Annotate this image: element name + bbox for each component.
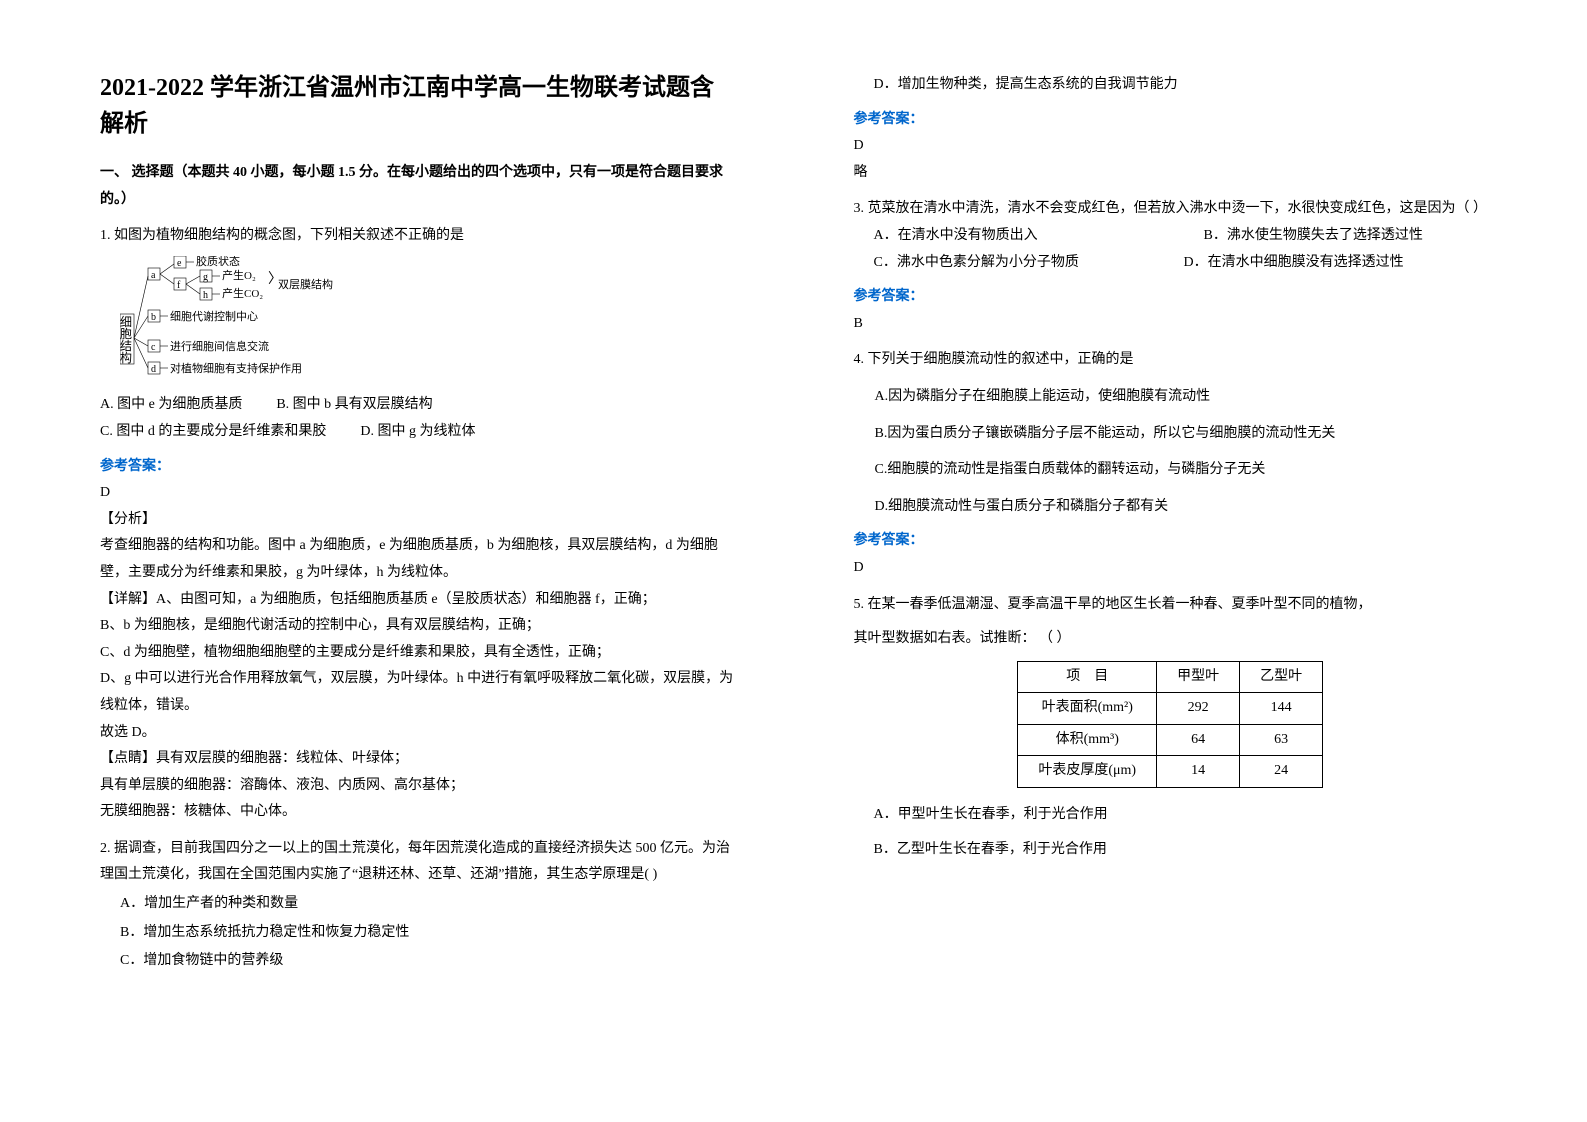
question-2: 2. 据调查，目前我国四分之一以上的国土荒漠化，每年因荒漠化造成的直接经济损失达… bbox=[100, 836, 734, 975]
q1-explainD: D、g 中可以进行光合作用释放氧气，双层膜，为叶绿体。h 中进行有氧呼吸释放二氧… bbox=[100, 666, 734, 719]
q2-optB: B．增加生态系统抵抗力稳定性和恢复力稳定性 bbox=[120, 920, 734, 947]
cell: 叶表皮厚度(μm) bbox=[1018, 756, 1157, 788]
q3-optD: D．在清水中细胞膜没有选择透过性 bbox=[1184, 250, 1404, 277]
svg-text:f: f bbox=[177, 280, 181, 291]
q1-hint1: 【点睛】具有双层膜的细胞器：线粒体、叶绿体； bbox=[100, 746, 734, 773]
th-a: 甲型叶 bbox=[1157, 661, 1240, 693]
q4-stem: 4. 下列关于细胞膜流动性的叙述中，正确的是 bbox=[854, 347, 1488, 374]
svg-text:产生O₂: 产生O₂ bbox=[222, 268, 256, 282]
cell: 292 bbox=[1157, 693, 1240, 725]
q1-answer-label: 参考答案： bbox=[100, 454, 734, 481]
q1-explainB: B、b 为细胞核，是细胞代谢活动的控制中心，具有双层膜结构，正确； bbox=[100, 613, 734, 640]
q3-row2: C．沸水中色素分解为小分子物质 D．在清水中细胞膜没有选择透过性 bbox=[874, 250, 1488, 277]
q3-answer-label: 参考答案： bbox=[854, 284, 1488, 311]
q2-stem: 2. 据调查，目前我国四分之一以上的国土荒漠化，每年因荒漠化造成的直接经济损失达… bbox=[100, 836, 734, 889]
q1-hint2: 具有单层膜的细胞器：溶酶体、液泡、内质网、高尔基体； bbox=[100, 773, 734, 800]
cell: 64 bbox=[1157, 724, 1240, 756]
concept-svg: 细 胞 结 构 a e bbox=[120, 256, 400, 376]
th-b: 乙型叶 bbox=[1240, 661, 1323, 693]
svg-text:h: h bbox=[203, 290, 208, 301]
q3-stem: 3. 苋菜放在清水中清洗，清水不会变成红色，但若放入沸水中烫一下，水很快变成红色… bbox=[854, 196, 1488, 223]
cell: 144 bbox=[1240, 693, 1323, 725]
q4-optD: D.细胞膜流动性与蛋白质分子和磷脂分子都有关 bbox=[854, 494, 1488, 521]
svg-text:对植物细胞有支持保护作用: 对植物细胞有支持保护作用 bbox=[170, 361, 302, 375]
q1-explainC: C、d 为细胞壁，植物细胞细胞壁的主要成分是纤维素和果胶，具有全透性，正确； bbox=[100, 640, 734, 667]
svg-text:产生CO₂: 产生CO₂ bbox=[222, 286, 263, 300]
svg-text:双层膜结构: 双层膜结构 bbox=[278, 277, 333, 291]
table-row: 叶表皮厚度(μm) 14 24 bbox=[1018, 756, 1323, 788]
cell: 14 bbox=[1157, 756, 1240, 788]
th-item: 项 目 bbox=[1018, 661, 1157, 693]
svg-text:g: g bbox=[203, 272, 208, 283]
svg-text:e: e bbox=[177, 258, 182, 269]
table-row: 体积(mm³) 64 63 bbox=[1018, 724, 1323, 756]
question-3: 3. 苋菜放在清水中清洗，清水不会变成红色，但若放入沸水中烫一下，水很快变成红色… bbox=[854, 196, 1488, 337]
q2-brief: 略 bbox=[854, 160, 1488, 187]
q4-optC: C.细胞膜的流动性是指蛋白质载体的翻转运动，与磷脂分子无关 bbox=[854, 457, 1488, 484]
cell: 体积(mm³) bbox=[1018, 724, 1157, 756]
svg-text:d: d bbox=[151, 364, 156, 375]
section-heading: 一、 选择题（本题共 40 小题，每小题 1.5 分。在每小题给出的四个选项中，… bbox=[100, 160, 734, 213]
q2-answer-label: 参考答案： bbox=[854, 107, 1488, 134]
q4-answer-label: 参考答案： bbox=[854, 528, 1488, 555]
svg-text:胶质状态: 胶质状态 bbox=[196, 256, 240, 268]
q3-optB: B．沸水使生物膜失去了选择透过性 bbox=[1204, 223, 1423, 250]
q2-optA: A．增加生产者的种类和数量 bbox=[120, 891, 734, 918]
q3-answer: B bbox=[854, 311, 1488, 338]
q1-analysis: 考查细胞器的结构和功能。图中 a 为细胞质，e 为细胞质基质，b 为细胞核，具双… bbox=[100, 533, 734, 586]
q4-answer: D bbox=[854, 555, 1488, 582]
svg-text:进行细胞间信息交流: 进行细胞间信息交流 bbox=[170, 339, 269, 353]
q1-options-row2: C. 图中 d 的主要成分是纤维素和果胶 D. 图中 g 为线粒体 bbox=[100, 419, 734, 446]
svg-text:c: c bbox=[151, 342, 156, 353]
table-row: 项 目 甲型叶 乙型叶 bbox=[1018, 661, 1323, 693]
q1-answer: D bbox=[100, 480, 734, 507]
q1-optC: C. 图中 d 的主要成分是纤维素和果胶 bbox=[100, 419, 326, 446]
svg-text:细胞代谢控制中心: 细胞代谢控制中心 bbox=[170, 309, 258, 323]
q5-optA: A．甲型叶生长在春季，利于光合作用 bbox=[874, 802, 1488, 829]
table-row: 叶表面积(mm²) 292 144 bbox=[1018, 693, 1323, 725]
q5-optB: B．乙型叶生长在春季，利于光合作用 bbox=[874, 837, 1488, 864]
exam-page: 2021-2022 学年浙江省温州市江南中学高一生物联考试题含解析 一、 选择题… bbox=[0, 0, 1587, 1122]
q1-so: 故选 D。 bbox=[100, 720, 734, 747]
right-column: D．增加生物种类，提高生态系统的自我调节能力 参考答案： D 略 3. 苋菜放在… bbox=[794, 0, 1587, 1122]
leaf-table: 项 目 甲型叶 乙型叶 叶表面积(mm²) 292 144 体积(mm³) 64… bbox=[1017, 661, 1323, 788]
q1-optB: B. 图中 b 具有双层膜结构 bbox=[276, 392, 432, 419]
q1-options-row1: A. 图中 e 为细胞质基质 B. 图中 b 具有双层膜结构 bbox=[100, 392, 734, 419]
q1-diagram: 细 胞 结 构 a e bbox=[120, 256, 734, 387]
cell: 叶表面积(mm²) bbox=[1018, 693, 1157, 725]
q1-explainA: 【详解】A、由图可知，a 为细胞质，包括细胞质基质 e（呈胶质状态）和细胞器 f… bbox=[100, 587, 734, 614]
q3-optC: C．沸水中色素分解为小分子物质 bbox=[874, 250, 1184, 277]
svg-text:a: a bbox=[151, 270, 156, 281]
q1-optD: D. 图中 g 为线粒体 bbox=[360, 419, 475, 446]
question-4: 4. 下列关于细胞膜流动性的叙述中，正确的是 A.因为磷脂分子在细胞膜上能运动，… bbox=[854, 347, 1488, 581]
svg-text:b: b bbox=[151, 312, 156, 323]
q3-row1: A．在清水中没有物质出入 B．沸水使生物膜失去了选择透过性 bbox=[874, 223, 1488, 250]
q3-optA: A．在清水中没有物质出入 bbox=[874, 223, 1204, 250]
q2-optC: C．增加食物链中的营养级 bbox=[120, 948, 734, 975]
question-1: 1. 如图为植物细胞结构的概念图，下列相关叙述不正确的是 细 胞 结 构 a bbox=[100, 223, 734, 826]
q2-answer: D bbox=[854, 133, 1488, 160]
q5-stem2: 其叶型数据如右表。试推断： （ ） bbox=[854, 626, 1488, 653]
cell: 63 bbox=[1240, 724, 1323, 756]
svg-text:构: 构 bbox=[120, 350, 132, 365]
q1-stem: 1. 如图为植物细胞结构的概念图，下列相关叙述不正确的是 bbox=[100, 223, 734, 250]
q1-optA: A. 图中 e 为细胞质基质 bbox=[100, 392, 242, 419]
q1-hint3: 无膜细胞器：核糖体、中心体。 bbox=[100, 799, 734, 826]
cell: 24 bbox=[1240, 756, 1323, 788]
q5-stem1: 5. 在某一春季低温潮湿、夏季高温干旱的地区生长着一种春、夏季叶型不同的植物， bbox=[854, 592, 1488, 619]
page-title: 2021-2022 学年浙江省温州市江南中学高一生物联考试题含解析 bbox=[100, 70, 734, 142]
q4-optB: B.因为蛋白质分子镶嵌磷脂分子层不能运动，所以它与细胞膜的流动性无关 bbox=[854, 421, 1488, 448]
left-column: 2021-2022 学年浙江省温州市江南中学高一生物联考试题含解析 一、 选择题… bbox=[0, 0, 794, 1122]
question-5: 5. 在某一春季低温潮湿、夏季高温干旱的地区生长着一种春、夏季叶型不同的植物， … bbox=[854, 592, 1488, 864]
q1-analysis-label: 【分析】 bbox=[100, 507, 734, 534]
q4-optA: A.因为磷脂分子在细胞膜上能运动，使细胞膜有流动性 bbox=[854, 384, 1488, 411]
q2-optD: D．增加生物种类，提高生态系统的自我调节能力 bbox=[874, 72, 1488, 99]
